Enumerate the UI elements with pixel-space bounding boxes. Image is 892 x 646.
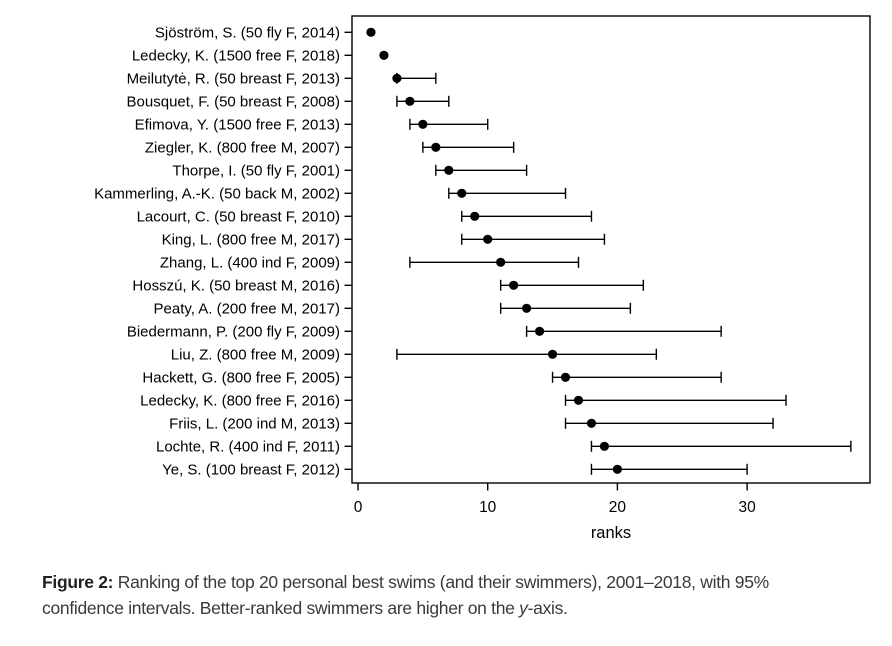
x-axis-tick-label: 20 (609, 499, 627, 516)
rank-dot (509, 280, 519, 290)
rank-dot (573, 395, 584, 405)
figure-caption-text: Ranking of the top 20 personal best swim… (42, 572, 769, 618)
rank-dot (560, 372, 571, 382)
rank-dot (470, 211, 480, 221)
row-label: Meilutytė, R. (50 breast F, 2013) (127, 70, 340, 87)
row-label: Kammerling, A.-K. (50 back M, 2002) (94, 185, 340, 202)
ranking-forest-plot: 0 10 20 30 ranks Sjöström, S. (50 fly F, 2014… (94, 15, 871, 542)
row-label: Hosszú, K. (50 breast M, 2016) (132, 277, 340, 294)
row-label: Sjöström, S. (50 fly F, 2014) (155, 24, 340, 41)
row-label: Biedermann, P. (200 fly F, 2009) (127, 323, 340, 340)
rank-dot (586, 418, 597, 428)
rank-dot (457, 188, 467, 198)
row-label: Friis, L. (200 ind M, 2013) (169, 415, 340, 432)
rank-dot (444, 165, 454, 175)
row-label: Bousquet, F. (50 breast F, 2008) (127, 93, 340, 110)
row-label: Ziegler, K. (800 free M, 2007) (145, 139, 340, 156)
row-label: Efimova, Y. (1500 free F, 2013) (135, 116, 340, 133)
figure-caption: Figure 2: Ranking of the top 20 personal… (42, 570, 842, 622)
ranking-chart-area: 0 10 20 30 ranks Sjöström, S. (50 fly F, 2014… (94, 15, 871, 542)
row-label: King, L. (800 free M, 2017) (162, 231, 340, 248)
rank-dot (405, 96, 415, 106)
rank-dot (418, 119, 428, 129)
row-label: Lacourt, C. (50 breast F, 2010) (137, 208, 340, 225)
row-label: Lochte, R. (400 ind F, 2011) (156, 438, 340, 455)
rank-dot (522, 303, 532, 313)
rank-dot (496, 257, 506, 267)
row-label: Ledecky, K. (1500 free F, 2018) (132, 47, 340, 64)
figure-caption-text-end: -axis. (527, 597, 568, 618)
row-label: Ledecky, K. (800 free F, 2016) (140, 392, 340, 409)
rank-dot (392, 73, 402, 83)
rank-dot (612, 464, 623, 474)
x-axis-tick-label: 30 (738, 499, 756, 516)
row-label: Ye, S. (100 breast F, 2012) (162, 461, 340, 478)
rank-dot (366, 27, 376, 37)
x-axis-tick-label: 10 (479, 499, 497, 516)
plot-frame (351, 15, 871, 484)
row-label: Hackett, G. (800 free F, 2005) (142, 369, 340, 386)
figure-caption-italic-y: y (519, 597, 528, 618)
rank-dot (483, 234, 493, 244)
row-label: Zhang, L. (400 ind F, 2009) (160, 254, 340, 271)
row-label: Thorpe, I. (50 fly F, 2001) (172, 162, 340, 179)
x-axis-tick-label: 0 (354, 499, 363, 516)
rank-dot (379, 50, 389, 60)
rank-dot (431, 142, 441, 152)
rank-dot (534, 326, 545, 336)
row-label: Liu, Z. (800 free M, 2009) (171, 346, 340, 363)
rank-dot (547, 349, 558, 359)
figure-caption-label: Figure 2: (42, 572, 114, 592)
row-label: Peaty, A. (200 free M, 2017) (154, 300, 341, 317)
x-axis-title: ranks (591, 524, 631, 542)
rank-dot (599, 441, 610, 451)
